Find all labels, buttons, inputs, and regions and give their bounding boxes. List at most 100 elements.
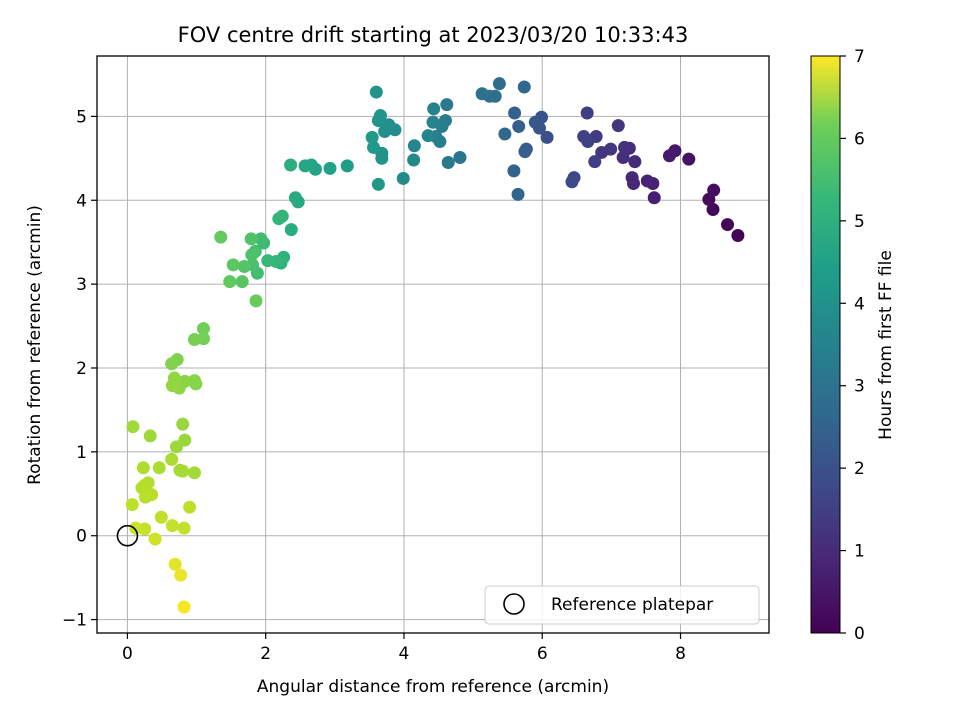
data-point: [625, 171, 639, 185]
reference-platepar-marker: [116, 524, 139, 547]
data-point: [284, 223, 298, 237]
y-tick-label: 5: [76, 107, 87, 127]
y-tick-label: 4: [76, 191, 87, 211]
data-point: [492, 77, 506, 91]
data-point: [177, 521, 191, 535]
data-point: [176, 417, 190, 431]
x-tick-label: 0: [122, 644, 133, 664]
data-point: [453, 150, 467, 164]
data-point: [138, 490, 152, 504]
colorbar-tick-label: 0: [854, 624, 865, 644]
x-tick-label: 2: [260, 644, 271, 664]
plot-frame: [96, 55, 770, 634]
data-point: [365, 130, 379, 144]
data-point: [261, 254, 275, 268]
data-point: [647, 191, 661, 205]
data-point: [367, 140, 381, 154]
data-point: [187, 374, 201, 388]
data-point: [177, 600, 191, 614]
data-point: [375, 151, 389, 165]
data-points: [125, 77, 745, 614]
data-point: [214, 230, 228, 244]
colorbar: 0 1 2 3 4 5 6 7 Hours from first FF file: [810, 47, 896, 644]
data-point: [298, 159, 312, 173]
data-point: [407, 139, 421, 153]
data-point: [183, 500, 197, 514]
data-point: [369, 85, 383, 99]
data-point: [611, 119, 625, 133]
data-point: [595, 145, 609, 159]
data-point: [165, 379, 179, 393]
data-point: [517, 80, 531, 94]
data-point: [129, 521, 143, 535]
colorbar-tick-label: 7: [854, 47, 865, 67]
y-tick-label: 0: [76, 527, 87, 547]
colorbar-tick-label: 3: [854, 377, 865, 397]
data-point: [640, 174, 654, 188]
y-tick-label: −1: [62, 611, 87, 631]
data-point: [721, 218, 735, 232]
data-point: [441, 156, 455, 170]
data-point: [507, 164, 521, 178]
data-point: [154, 510, 168, 524]
data-point: [616, 150, 630, 164]
data-point: [249, 294, 263, 308]
data-point: [136, 461, 150, 475]
data-point: [245, 248, 259, 262]
data-point: [244, 232, 258, 246]
data-point: [148, 532, 162, 546]
colorbar-gradient: [810, 55, 841, 634]
colorbar-tick-label: 5: [854, 212, 865, 232]
data-point: [340, 159, 354, 173]
data-point: [378, 124, 392, 138]
data-point: [407, 153, 421, 167]
data-point: [165, 357, 179, 371]
data-point: [421, 129, 435, 143]
data-point: [226, 258, 240, 272]
y-tick-label: 3: [76, 275, 87, 295]
legend-entry-reference-platepar: Reference platepar: [551, 595, 713, 615]
y-tick-label: 1: [76, 443, 87, 463]
data-point: [682, 152, 696, 166]
data-point: [475, 87, 489, 101]
data-point: [176, 464, 190, 478]
data-point: [628, 155, 642, 169]
data-point: [237, 260, 251, 274]
data-point: [731, 228, 745, 242]
data-point: [427, 102, 441, 116]
data-point: [165, 452, 179, 466]
data-point: [187, 466, 201, 480]
data-point: [508, 106, 522, 120]
data-point: [235, 275, 249, 289]
data-point: [371, 177, 385, 191]
data-point: [125, 498, 139, 512]
data-point: [168, 557, 182, 571]
data-point: [618, 140, 632, 154]
colorbar-tick-label: 4: [854, 294, 865, 314]
x-tick-label: 6: [537, 644, 548, 664]
data-point: [196, 322, 210, 336]
data-point: [440, 98, 454, 112]
data-point: [152, 461, 166, 475]
data-point: [143, 429, 157, 443]
data-point: [174, 568, 188, 582]
data-point: [512, 119, 526, 133]
data-point: [706, 202, 720, 216]
data-point: [540, 130, 554, 144]
y-axis-label: Rotation from reference (arcmin): [25, 205, 45, 485]
y-gridlines: [97, 115, 769, 621]
data-point: [223, 275, 237, 289]
data-point: [588, 155, 602, 169]
x-axis-label: Angular distance from reference (arcmin): [257, 677, 609, 697]
x-tick-label: 4: [399, 644, 410, 664]
legend-box: [484, 585, 760, 625]
data-point: [518, 145, 532, 159]
data-point: [187, 332, 201, 346]
x-tick-label: 8: [675, 644, 686, 664]
colorbar-tick-label: 6: [854, 129, 865, 149]
data-point: [426, 115, 440, 129]
data-point: [323, 161, 337, 175]
x-axis-ticks: 0 2 4 6 8: [122, 633, 686, 664]
